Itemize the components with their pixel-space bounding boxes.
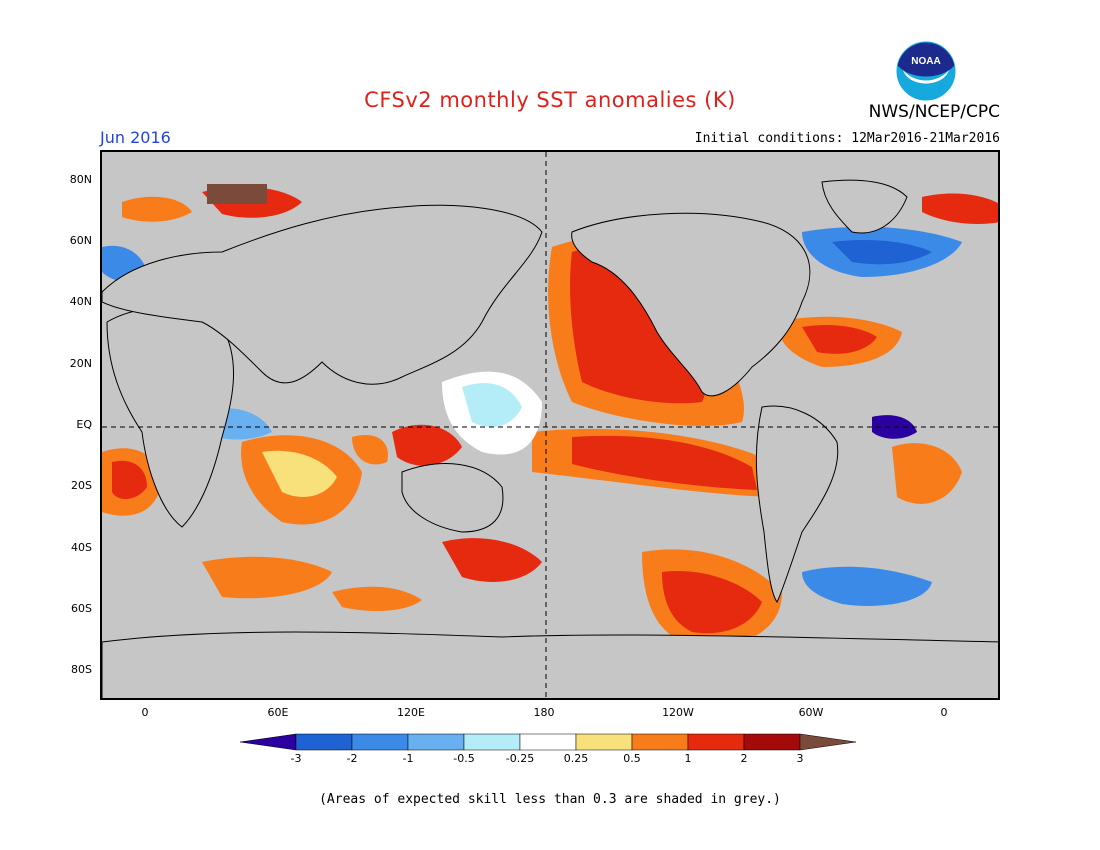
colorbar-tick-label: -3 <box>290 752 302 765</box>
colorbar-cell <box>687 733 745 751</box>
colorbar <box>240 733 857 751</box>
colorbar-cell <box>463 733 521 751</box>
colorbar-tick-label: -0.5 <box>453 752 475 765</box>
colorbar-tick-label: 0.5 <box>623 752 641 765</box>
lon-label-0-east: 0 <box>940 706 948 719</box>
colorbar-tick-label: -0.25 <box>505 752 535 765</box>
lat-label-80n: 80N <box>69 173 92 186</box>
colorbar-cell <box>631 733 689 751</box>
colorbar-tick-label: -1 <box>402 752 414 765</box>
lon-label-180: 180 <box>533 706 555 719</box>
lat-label-60s: 60S <box>71 602 92 615</box>
lon-label-0: 0 <box>141 706 149 719</box>
colorbar-cell <box>575 733 633 751</box>
colorbar-cell <box>351 733 409 751</box>
lon-label-120e: 120E <box>397 706 425 719</box>
colorbar-cell <box>743 733 801 751</box>
map-canvas <box>102 152 998 698</box>
agency-label: NWS/NCEP/CPC <box>868 102 1000 122</box>
lat-label-20n: 20N <box>69 357 92 370</box>
skill-footnote: (Areas of expected skill less than 0.3 a… <box>319 792 781 807</box>
svg-text:NOAA: NOAA <box>911 56 940 67</box>
noaa-logo: NOAA <box>895 40 957 102</box>
colorbar-cell-under <box>240 733 297 751</box>
lat-label-40n: 40N <box>69 295 92 308</box>
initial-conditions: Initial conditions: 12Mar2016-21Mar2016 <box>694 131 1000 146</box>
colorbar-tick-label: 3 <box>796 752 804 765</box>
colorbar-cell-over <box>799 733 857 751</box>
colorbar-tick-label: 1 <box>684 752 692 765</box>
lat-label-60n: 60N <box>69 234 92 247</box>
lon-label-60e: 60E <box>267 706 289 719</box>
lon-label-120w: 120W <box>662 706 694 719</box>
colorbar-cell <box>295 733 353 751</box>
lat-label-eq: EQ <box>76 418 92 431</box>
forecast-month: Jun 2016 <box>100 128 171 147</box>
chart-title: CFSv2 monthly SST anomalies (K) <box>364 88 736 112</box>
colorbar-cell <box>407 733 465 751</box>
sst-anomaly-map <box>100 150 1000 700</box>
lat-label-20s: 20S <box>71 479 92 492</box>
colorbar-tick-label: 0.25 <box>563 752 589 765</box>
lon-label-60w: 60W <box>798 706 824 719</box>
lat-label-80s: 80S <box>71 663 92 676</box>
colorbar-tick-label: 2 <box>740 752 748 765</box>
colorbar-cell <box>519 733 577 751</box>
lat-label-40s: 40S <box>71 541 92 554</box>
colorbar-tick-label: -2 <box>346 752 358 765</box>
coastlines <box>102 179 998 698</box>
